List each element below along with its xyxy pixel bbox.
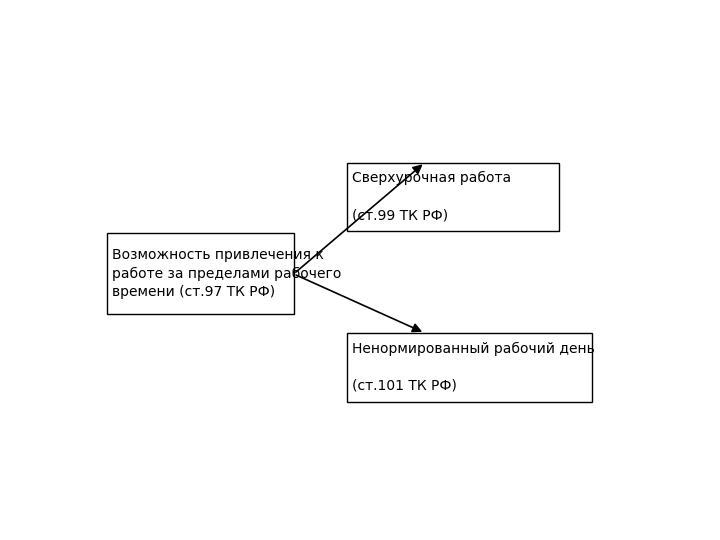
Text: Сверхурочная работа

(ст.99 ТК РФ): Сверхурочная работа (ст.99 ТК РФ)	[352, 171, 511, 222]
FancyBboxPatch shape	[347, 163, 559, 231]
Text: Ненормированный рабочий день

(ст.101 ТК РФ): Ненормированный рабочий день (ст.101 ТК …	[352, 342, 595, 393]
Text: Возможность привлечения к
работе за пределами рабочего
времени (ст.97 ТК РФ): Возможность привлечения к работе за пред…	[112, 248, 342, 299]
FancyBboxPatch shape	[347, 333, 593, 402]
FancyBboxPatch shape	[107, 233, 294, 314]
